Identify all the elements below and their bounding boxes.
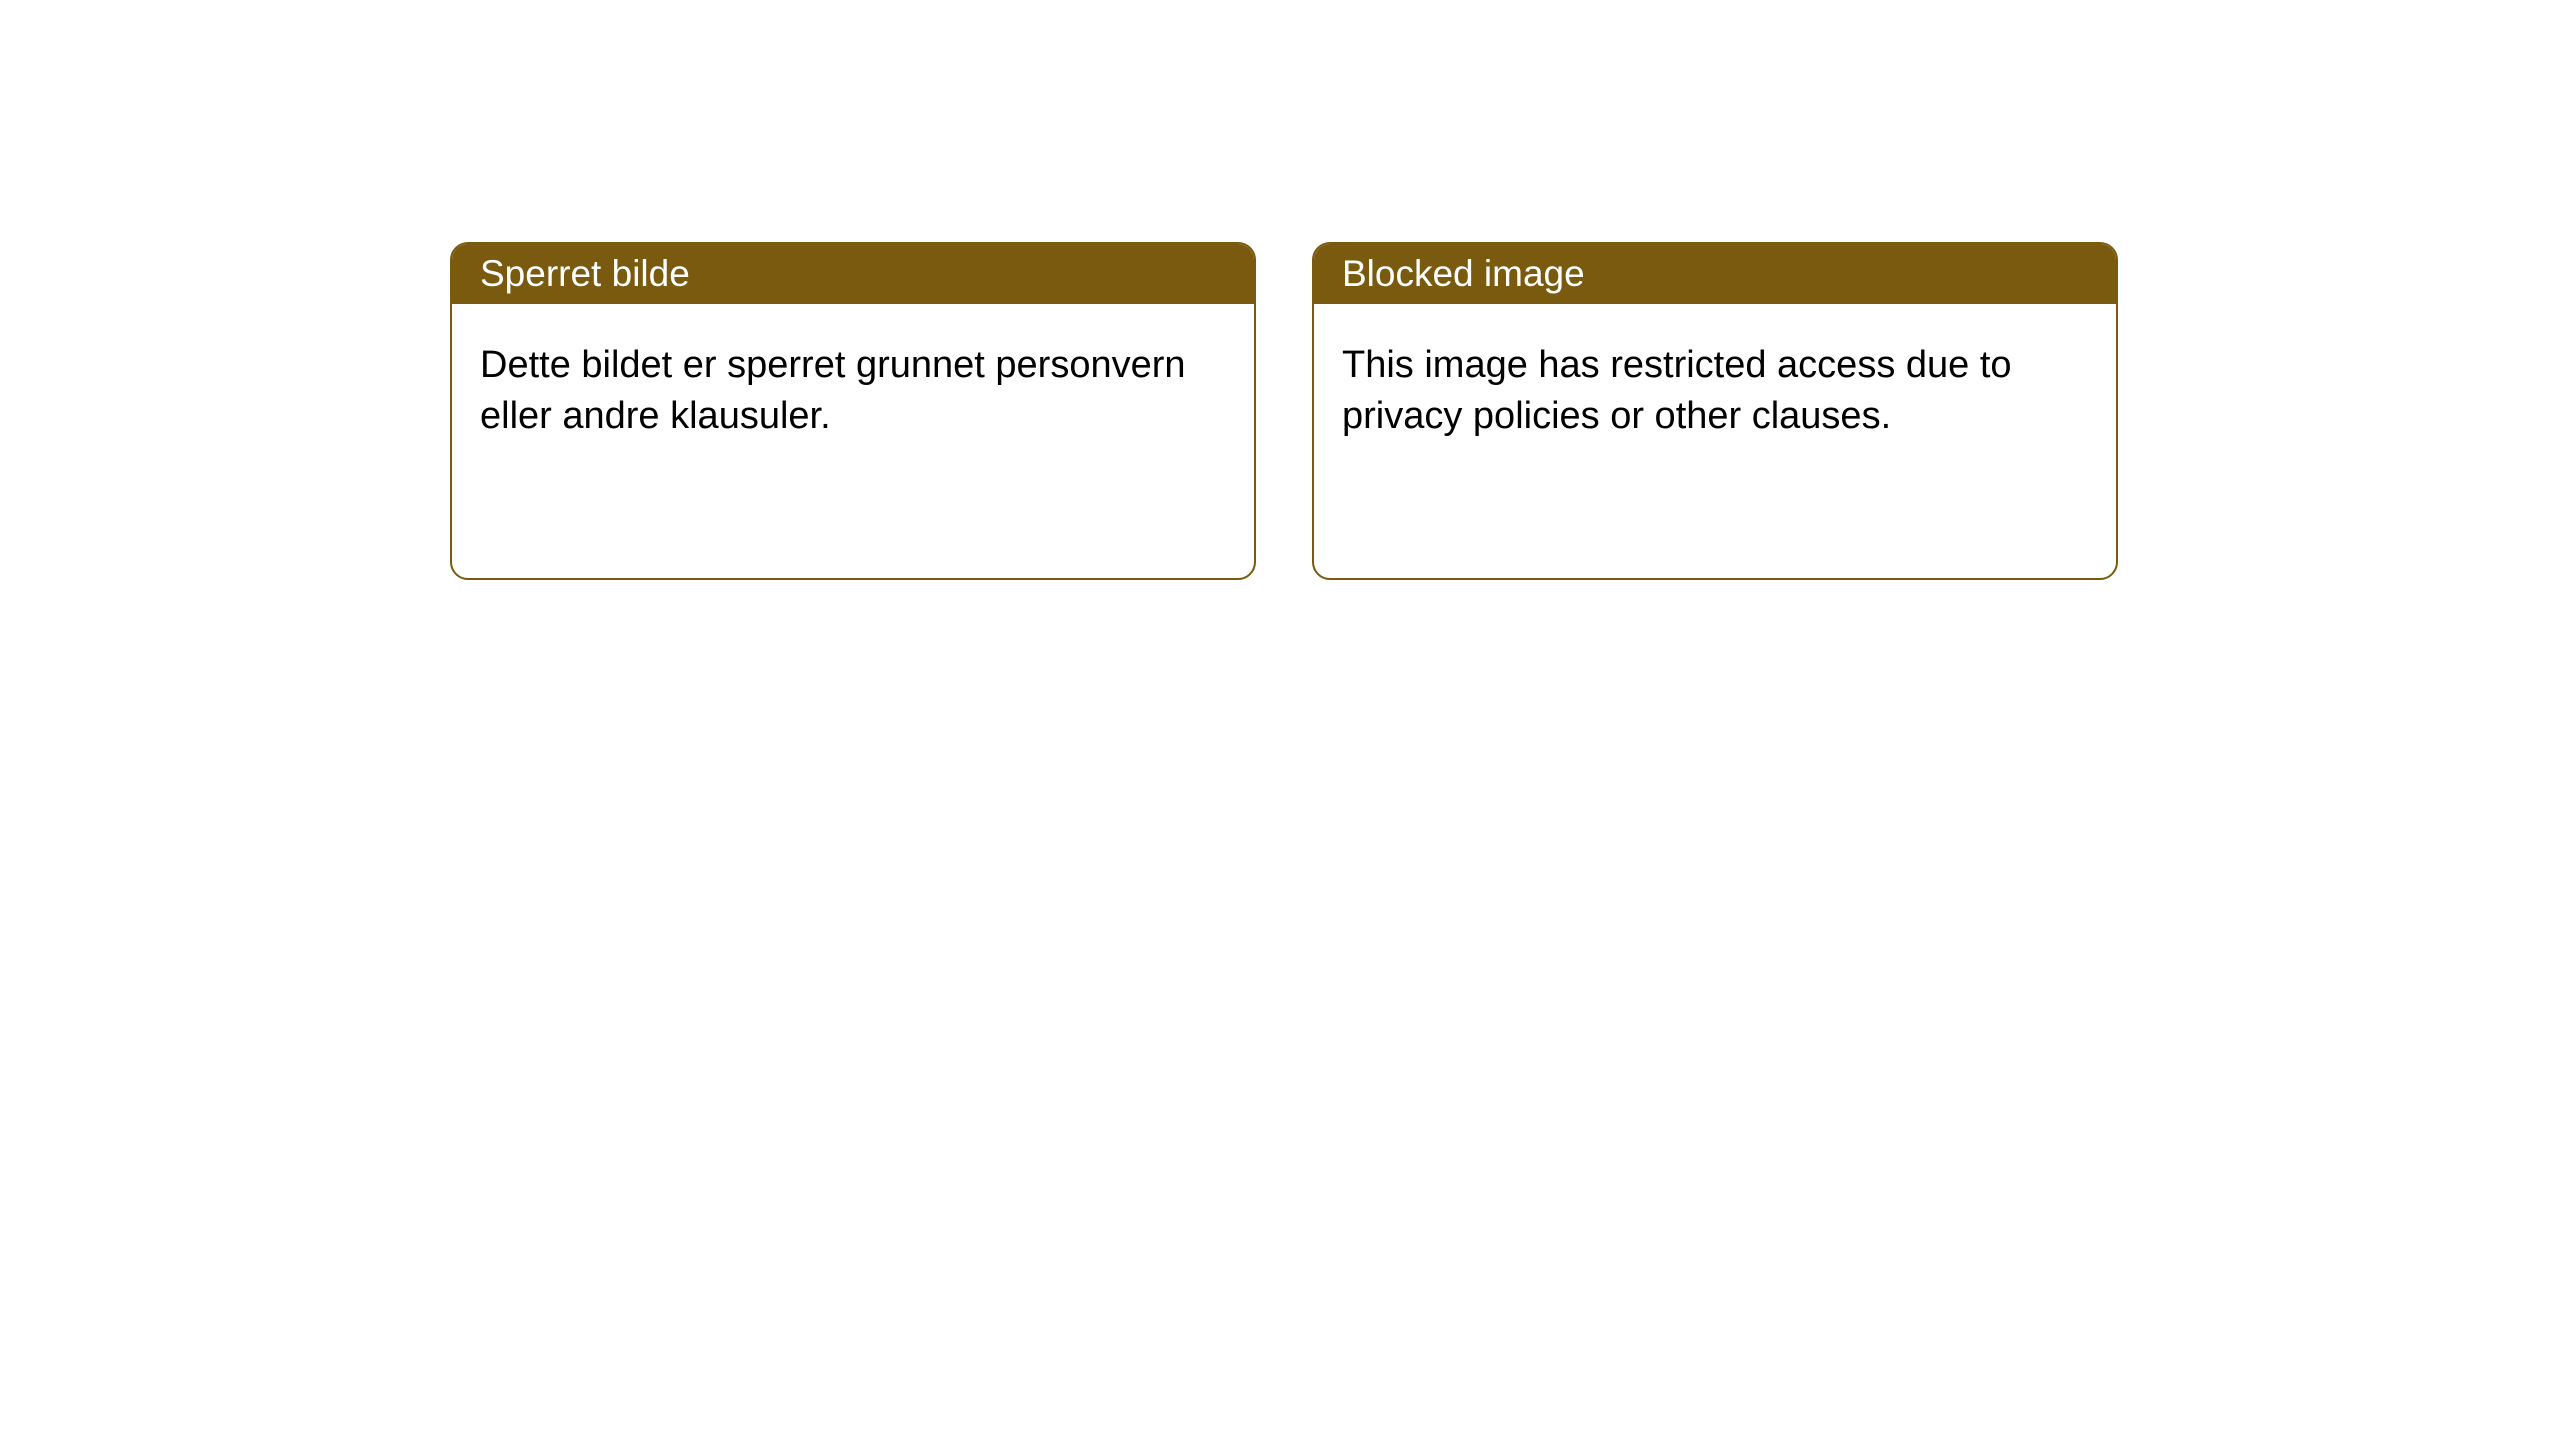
blocked-image-card-norwegian: Sperret bilde Dette bildet er sperret gr… — [450, 242, 1256, 580]
card-title-english: Blocked image — [1342, 253, 1585, 295]
notice-container: Sperret bilde Dette bildet er sperret gr… — [0, 0, 2560, 580]
card-header-english: Blocked image — [1314, 244, 2116, 304]
card-body-norwegian: Dette bildet er sperret grunnet personve… — [452, 304, 1254, 479]
blocked-image-card-english: Blocked image This image has restricted … — [1312, 242, 2118, 580]
card-title-norwegian: Sperret bilde — [480, 253, 690, 295]
card-body-english: This image has restricted access due to … — [1314, 304, 2116, 479]
card-header-norwegian: Sperret bilde — [452, 244, 1254, 304]
card-body-text-english: This image has restricted access due to … — [1342, 344, 2012, 437]
card-body-text-norwegian: Dette bildet er sperret grunnet personve… — [480, 344, 1186, 437]
